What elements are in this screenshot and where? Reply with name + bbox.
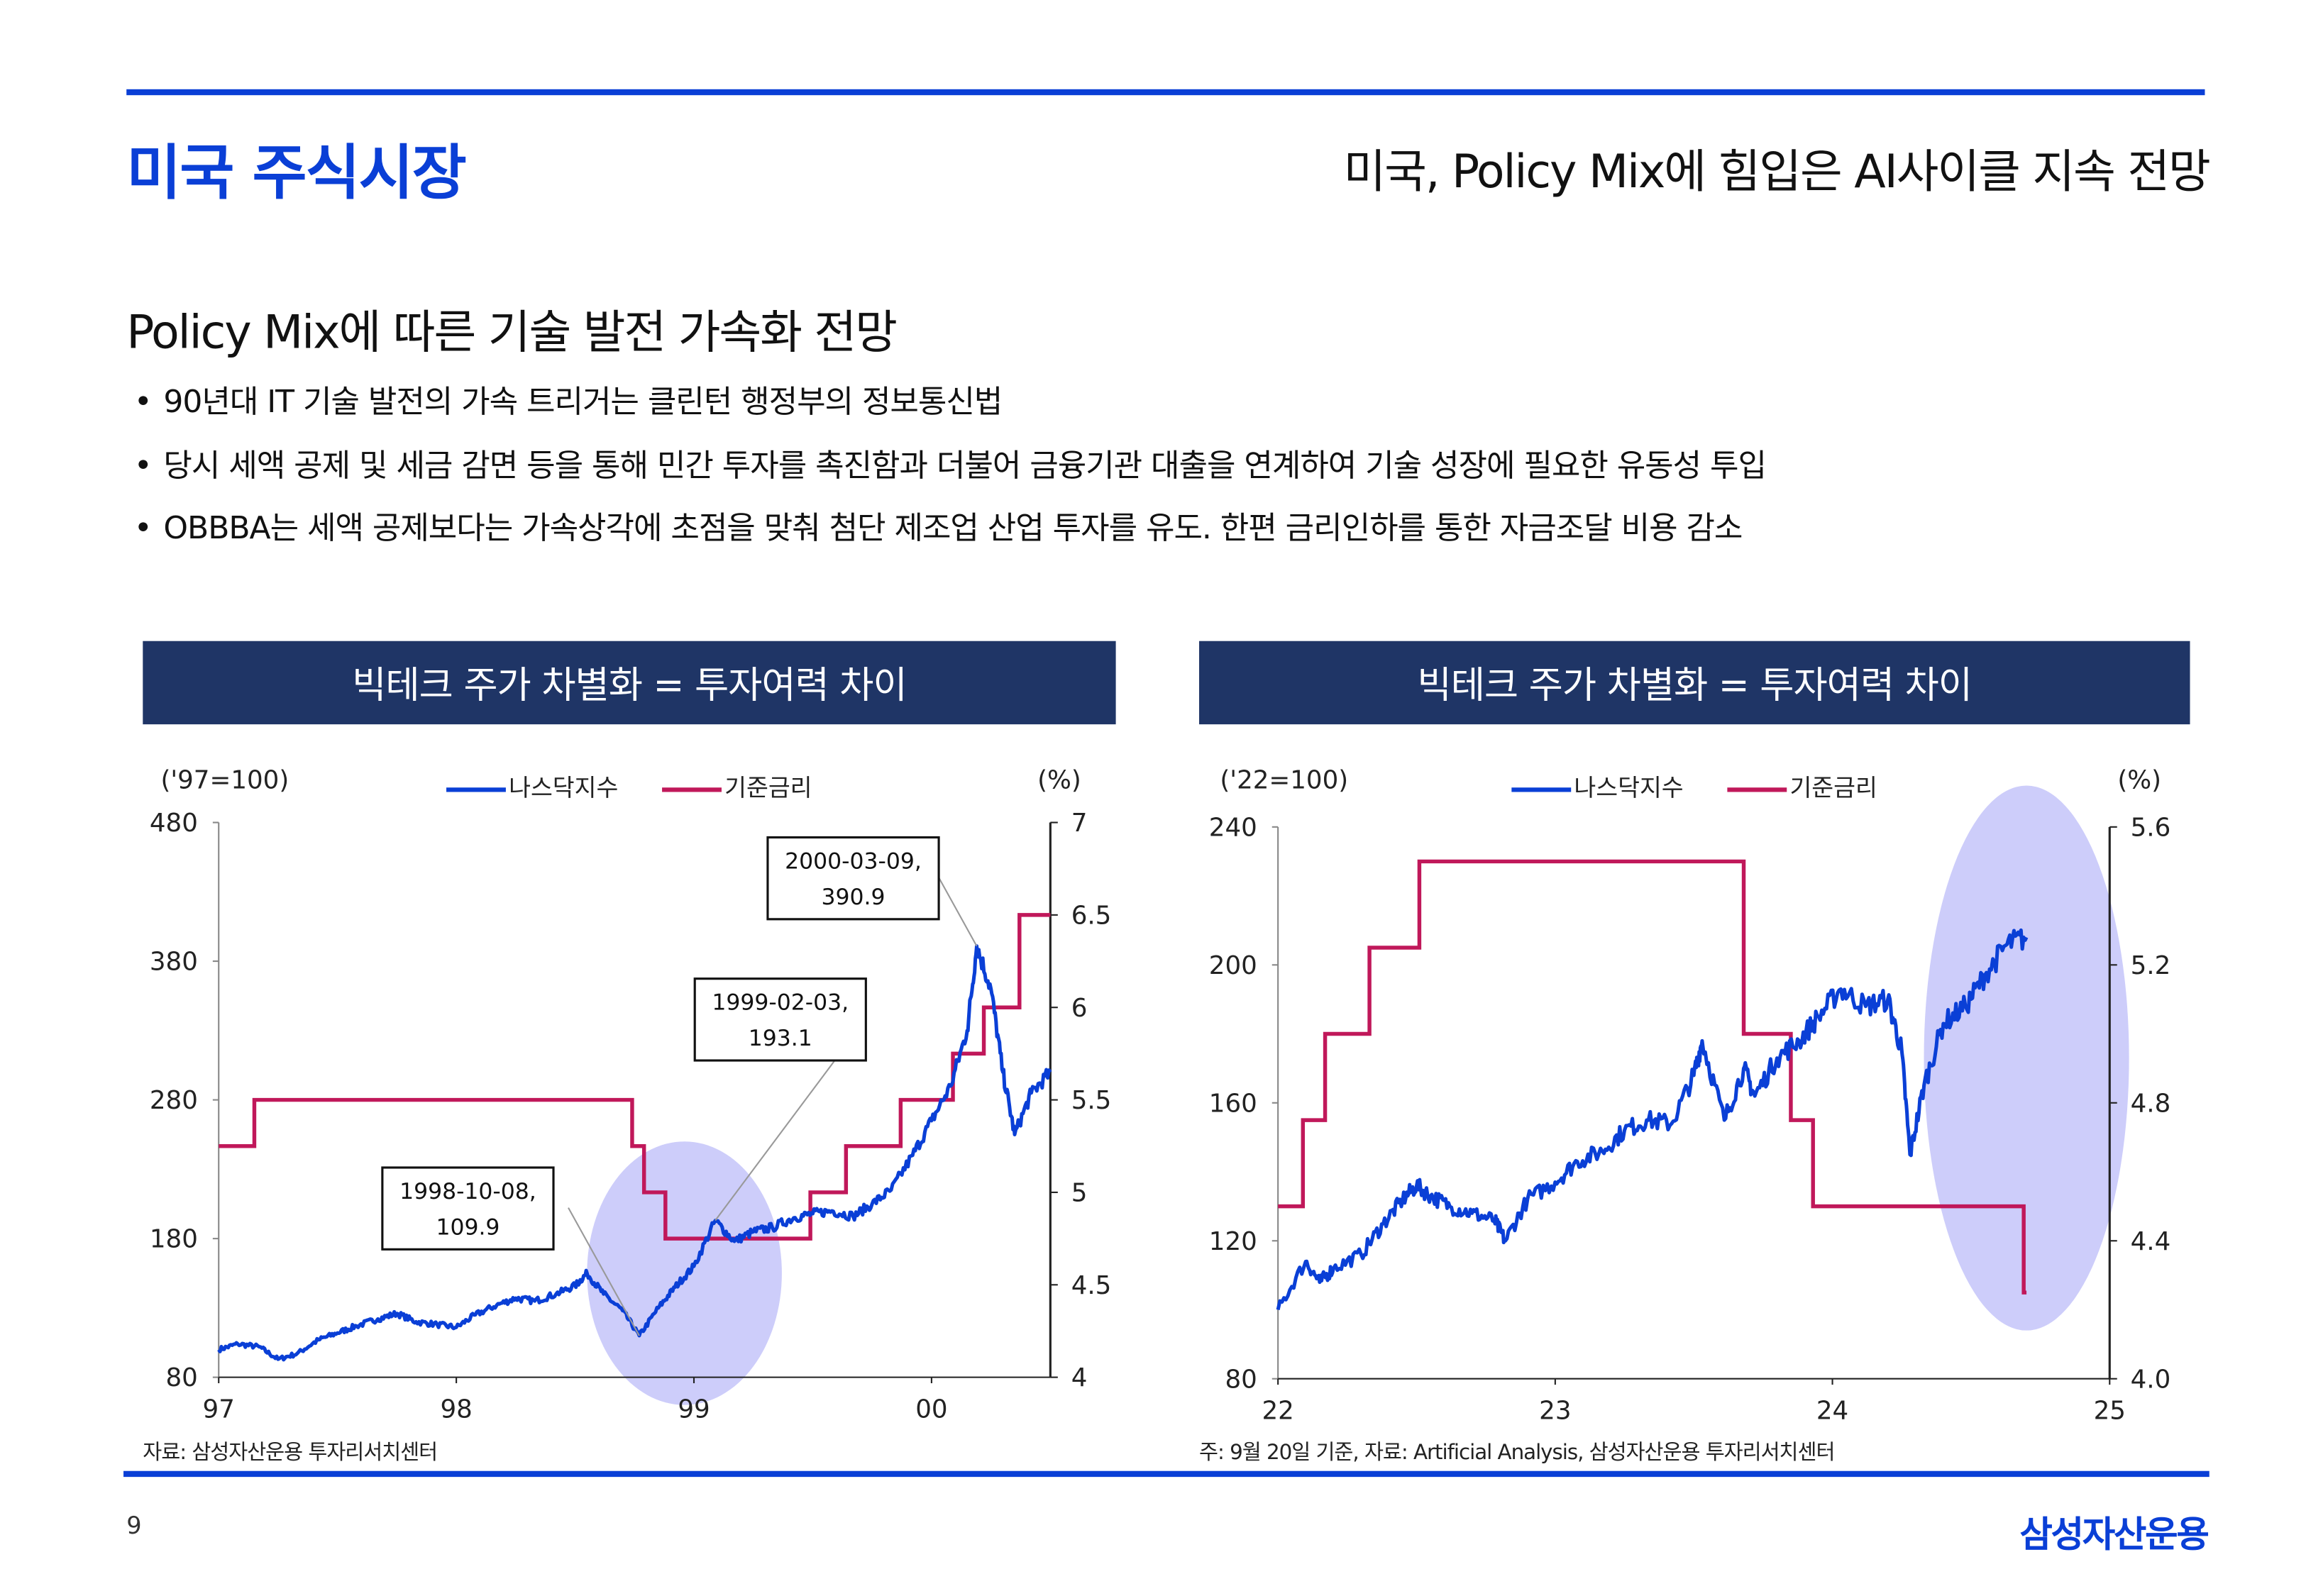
y-tick-label: 180 <box>150 1225 198 1254</box>
x-tick-label: 99 <box>678 1395 710 1424</box>
y2-tick-label: 4.4 <box>2131 1227 2171 1256</box>
y-axis-label: ('97=100) <box>160 765 289 794</box>
chart-left: 80 180 280 380 480 4 4.5 5 5.5 6 6.5 7 97 98 99 00 ('97=… <box>150 765 1112 1424</box>
x-tick-label: 97 <box>203 1395 235 1424</box>
legend-nasdaq-label: 나스닥지수 <box>509 774 618 802</box>
y2-tick-label: 5.5 <box>1071 1086 1112 1115</box>
bottom-divider <box>123 1470 2210 1478</box>
x-tick-label: 23 <box>1539 1396 1571 1425</box>
y-tick-label: 160 <box>1209 1089 1257 1118</box>
y2-tick-label: 4 <box>1071 1363 1088 1392</box>
chart-right-title: 빅테크 주가 차별화 = 투자여력 차이 <box>1199 641 2190 725</box>
annotation-date: 1998-10-08, <box>399 1179 536 1204</box>
annotation-value: 109.9 <box>436 1214 500 1240</box>
y2-tick-label: 7 <box>1071 809 1088 838</box>
y2-tick-label: 6 <box>1071 994 1088 1023</box>
page-title: 미국 주식시장 <box>126 140 467 209</box>
top-divider <box>126 89 2205 96</box>
y2-tick-label: 5.2 <box>2131 951 2171 980</box>
rate-series-line <box>219 913 1051 1241</box>
y-tick-label: 380 <box>150 948 198 977</box>
y-tick-label: 80 <box>1225 1365 1257 1394</box>
legend-rate-label: 기준금리 <box>1789 774 1877 802</box>
y2-tick-label: 6.5 <box>1071 901 1112 930</box>
highlight-ellipse <box>1924 785 2129 1331</box>
chart-right-source: 주: 9월 20일 기준, 자료: Artificial Analysis, 삼… <box>1199 1441 1835 1465</box>
y2-axis-label: (%) <box>1037 765 1081 794</box>
section-heading: Policy Mix에 따른 기술 발전 가속화 전망 <box>126 306 898 360</box>
annotation-box <box>766 836 940 921</box>
annotation-box <box>381 1166 555 1251</box>
annotation-value: 193.1 <box>749 1026 812 1051</box>
x-tick-label: 24 <box>1816 1396 1848 1425</box>
nasdaq-series-line <box>1276 928 2029 1310</box>
page-subtitle: 미국, Policy Mix에 힘입은 AI사이클 지속 전망 <box>1343 145 2210 199</box>
bullet-item: 당시 세액 공제 및 세금 감면 등을 통해 민간 투자를 촉진함과 더불어 금… <box>134 442 1767 487</box>
y2-tick-label: 4.8 <box>2131 1089 2171 1118</box>
y-tick-label: 120 <box>1209 1227 1257 1256</box>
company-logo: 삼성자산운용 <box>2019 1514 2209 1556</box>
annotation-leader <box>938 877 978 947</box>
y-tick-label: 280 <box>150 1086 198 1115</box>
nasdaq-series-line <box>217 944 1052 1362</box>
chart-left-title: 빅테크 주가 차별화 = 투자여력 차이 <box>143 641 1116 725</box>
chart-right: 80 120 160 200 240 4.0 4.4 4.8 5.2 5.6 22 23 24 25 ('2… <box>1209 765 2171 1425</box>
x-tick-label: 22 <box>1262 1396 1293 1425</box>
rate-series-line <box>1278 859 2027 1295</box>
x-tick-label: 98 <box>440 1395 472 1424</box>
chart-left-source: 자료: 삼성자산운용 투자리서치센터 <box>143 1441 438 1465</box>
page-number: 9 <box>126 1511 142 1540</box>
x-tick-label: 25 <box>2094 1396 2126 1425</box>
y-tick-label: 240 <box>1209 813 1257 842</box>
y2-tick-label: 5 <box>1071 1179 1088 1208</box>
annotation-box <box>693 977 867 1062</box>
legend-rate-label: 기준금리 <box>724 774 812 802</box>
highlight-ellipse <box>587 1141 782 1405</box>
y-tick-label: 200 <box>1209 951 1257 980</box>
y2-tick-label: 4.0 <box>2131 1365 2171 1394</box>
bullet-item: 90년대 IT 기술 발전의 가속 트리거는 클린턴 행정부의 정보통신법 <box>134 378 1003 423</box>
y-tick-label: 80 <box>166 1363 198 1392</box>
bullet-item: OBBBA는 세액 공제보다는 가속상각에 초점을 맞춰 첨단 제조업 산업 투… <box>134 504 1743 549</box>
annotation-leader <box>568 1207 640 1336</box>
y-axis-label: ('22=100) <box>1220 765 1348 794</box>
annotation-date: 1999-02-03, <box>712 990 849 1016</box>
x-tick-label: 00 <box>915 1395 947 1424</box>
y-tick-label: 480 <box>150 809 198 838</box>
legend-nasdaq-label: 나스닥지수 <box>1574 774 1683 802</box>
annotation-date: 2000-03-09, <box>785 849 922 875</box>
annotation-value: 390.9 <box>822 885 886 910</box>
y2-axis-label: (%) <box>2117 765 2161 794</box>
y2-tick-label: 5.6 <box>2131 813 2171 842</box>
y2-tick-label: 4.5 <box>1071 1271 1112 1300</box>
